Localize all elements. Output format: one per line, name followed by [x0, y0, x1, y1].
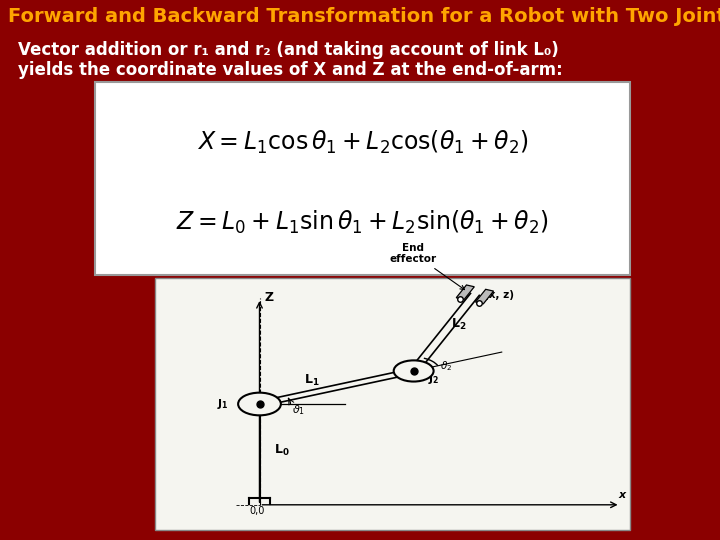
Text: Forward and Backward Transformation for a Robot with Two Joints: Forward and Backward Transformation for …	[8, 6, 720, 25]
Text: $Z = L_0 + L_1 \sin\theta_1 + L_2 \sin(\theta_1 + \theta_2)$: $Z = L_0 + L_1 \sin\theta_1 + L_2 \sin(\…	[176, 208, 549, 235]
Polygon shape	[456, 285, 474, 300]
Circle shape	[394, 360, 433, 382]
Text: End
effector: End effector	[390, 242, 464, 289]
Bar	[0, 0, 720, 32]
Text: $\vartheta_2$: $\vartheta_2$	[440, 360, 452, 374]
Text: $\vartheta_1$: $\vartheta_1$	[292, 403, 305, 417]
Text: 0,0: 0,0	[249, 505, 265, 516]
Text: $\mathbf{L_1}$: $\mathbf{L_1}$	[304, 373, 320, 388]
Text: (x, z): (x, z)	[485, 290, 514, 300]
Text: Z: Z	[264, 291, 274, 303]
Text: Vector addition or r₁ and r₂ (and taking account of link L₀): Vector addition or r₁ and r₂ (and taking…	[18, 41, 559, 59]
Text: x: x	[618, 490, 625, 501]
Text: $\mathbf{J_2}$: $\mathbf{J_2}$	[428, 372, 439, 386]
Bar	[155, 278, 630, 530]
Circle shape	[238, 393, 281, 415]
Text: $\mathbf{J_1}$: $\mathbf{J_1}$	[217, 397, 229, 411]
Polygon shape	[475, 289, 493, 304]
Text: yields the coordinate values of X and Z at the end-of-arm:: yields the coordinate values of X and Z …	[18, 61, 563, 79]
Text: $X = L_1 \cos\theta_1 + L_2 \cos(\theta_1 + \theta_2)$: $X = L_1 \cos\theta_1 + L_2 \cos(\theta_…	[197, 129, 528, 156]
Text: $\mathbf{L_2}$: $\mathbf{L_2}$	[451, 316, 467, 332]
Bar	[95, 82, 630, 275]
Text: $\mathbf{L_0}$: $\mathbf{L_0}$	[274, 443, 289, 458]
